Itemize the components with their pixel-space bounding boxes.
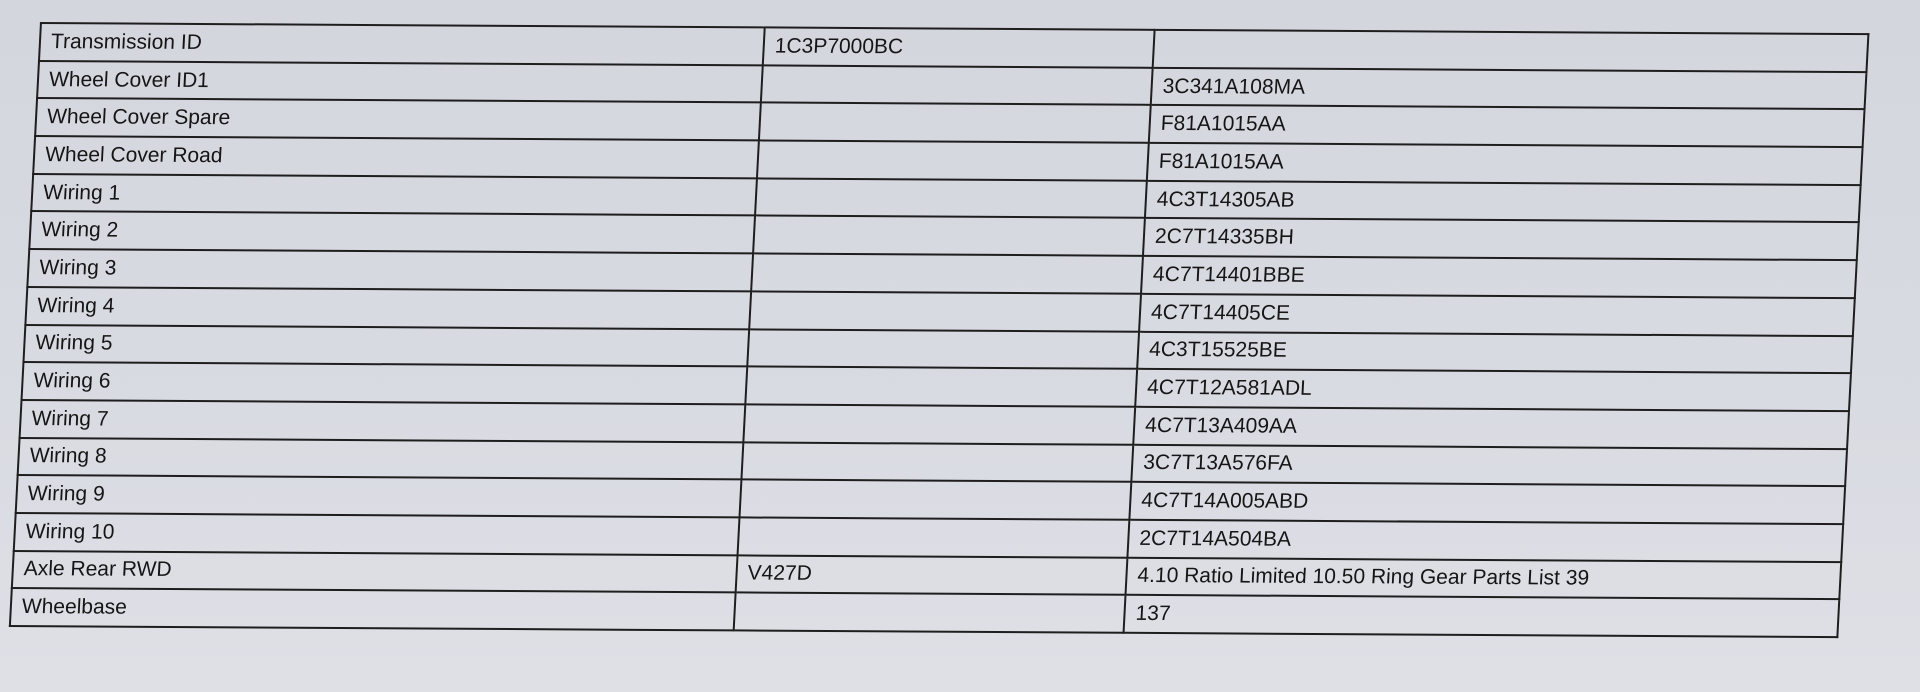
row-value-col3: 4.10 Ratio Limited 10.50 Ring Gear Parts…: [1125, 557, 1842, 600]
row-value-col2: [760, 65, 1153, 106]
row-value-col3: 4C7T14A005ABD: [1129, 482, 1846, 525]
row-value-col3: F81A1015AA: [1146, 142, 1863, 185]
row-value-col2: [745, 366, 1138, 407]
row-label: Wiring 4: [25, 286, 752, 329]
row-label: Wiring 1: [31, 173, 757, 216]
row-value-col2: [753, 215, 1145, 256]
row-value-col2: [756, 140, 1149, 181]
row-label: Wheel Cover Spare: [35, 98, 761, 141]
row-value-col2: [733, 592, 1126, 633]
row-value-col3: 4C3T15525BE: [1137, 331, 1853, 374]
row-value-col2: [755, 178, 1147, 219]
row-value-col3: 4C7T12A581ADL: [1135, 368, 1851, 412]
row-label: Wheel Cover ID1: [37, 60, 763, 103]
row-value-col3: 3C7T13A576FA: [1131, 444, 1848, 487]
row-label: Wiring 7: [19, 399, 746, 442]
row-label: Wiring 10: [13, 512, 740, 556]
row-label: Wiring 3: [27, 249, 754, 292]
row-label: Transmission ID: [39, 23, 765, 66]
row-value-col2: 1C3P7000BC: [762, 27, 1155, 68]
row-value-col3: 4C3T14305AB: [1144, 180, 1861, 223]
row-label: Wiring 2: [29, 211, 756, 254]
row-value-col2: [758, 102, 1151, 143]
row-value-col3: 2C7T14335BH: [1142, 218, 1859, 261]
row-value-col2: [751, 253, 1143, 294]
row-value-col2: [747, 328, 1140, 369]
row-label: Wiring 6: [21, 362, 748, 405]
row-value-col2: [743, 404, 1136, 445]
row-value-col3: 3C341A108MA: [1150, 67, 1867, 110]
row-label: Wheelbase: [9, 588, 736, 631]
row-label: Wiring 5: [23, 324, 750, 367]
row-label: Axle Rear RWD: [11, 550, 738, 593]
row-value-col3: 4C7T14401BBE: [1141, 255, 1857, 298]
row-value-col3: F81A1015AA: [1148, 105, 1865, 148]
row-value-col2: [739, 479, 1132, 520]
row-value-col2: [749, 291, 1142, 332]
row-value-col3: 137: [1123, 595, 1840, 638]
row-value-col3: [1152, 29, 1869, 72]
row-value-col3: 4C7T14405CE: [1139, 293, 1855, 336]
row-label: Wiring 8: [17, 437, 744, 480]
row-value-col2: [741, 441, 1134, 483]
row-value-col2: V427D: [735, 555, 1128, 596]
document-sheet: Transmission ID 1C3P7000BC Wheel Cover ID1…: [9, 22, 1870, 638]
row-value-col2: [737, 517, 1130, 558]
row-value-col3: 4C7T13A409AA: [1133, 406, 1849, 449]
row-value-col3: 2C7T14A504BA: [1127, 519, 1844, 562]
row-label: Wiring 9: [15, 475, 742, 518]
parts-table: Transmission ID 1C3P7000BC Wheel Cover ID1…: [9, 22, 1870, 638]
row-label: Wheel Cover Road: [33, 136, 759, 179]
